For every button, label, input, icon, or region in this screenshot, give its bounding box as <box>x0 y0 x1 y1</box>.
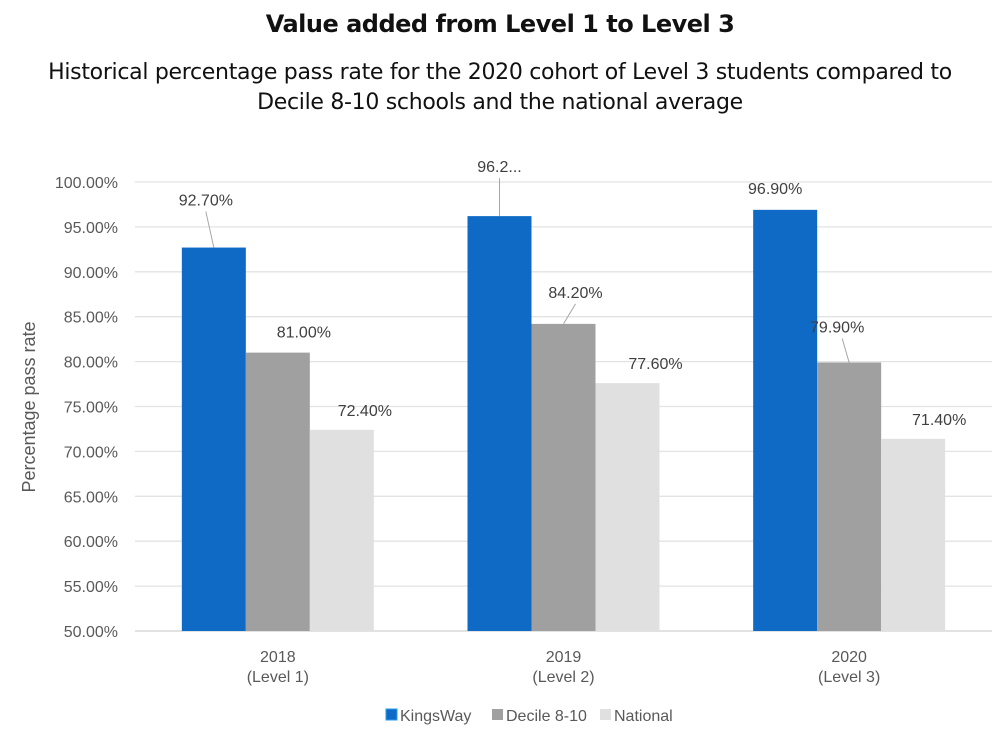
legend: KingsWay Decile 8-10 National <box>385 708 673 725</box>
x-tick-label-year: 2019 <box>546 649 582 666</box>
y-tick-label: 75.00% <box>64 400 118 417</box>
leader-lines <box>205 178 850 363</box>
legend-swatch <box>600 709 611 720</box>
x-tick-label-level: (Level 3) <box>818 669 880 686</box>
y-tick-label: 95.00% <box>64 220 118 237</box>
x-tick-label-level: (Level 2) <box>532 669 594 686</box>
chart-subtitle: Historical percentage pass rate for the … <box>20 58 980 118</box>
data-label: 77.60% <box>628 356 682 373</box>
x-tick-label-level: (Level 1) <box>247 669 309 686</box>
y-tick-label: 50.00% <box>64 624 118 641</box>
leader-line <box>841 338 850 363</box>
bar-kingsway-2018 <box>181 247 246 631</box>
legend-label: National <box>614 708 673 725</box>
y-axis-label: Percentage pass rate <box>19 321 39 492</box>
leader-line <box>205 211 215 248</box>
bar-decile-8-10-2018 <box>245 352 310 631</box>
bar-national-2020 <box>881 438 946 631</box>
y-tick-label: 90.00% <box>64 265 118 282</box>
legend-item-national: National <box>600 708 673 725</box>
y-tick-label: 80.00% <box>64 355 118 372</box>
data-label: 71.40% <box>912 412 966 429</box>
bar-decile-8-10-2020 <box>817 362 882 631</box>
data-label: 96.90% <box>748 181 802 198</box>
bar-kingsway-2019 <box>467 216 532 631</box>
chart-subtitle-line-2: Decile 8-10 schools and the national ave… <box>257 90 743 115</box>
data-label: 84.20% <box>548 285 602 302</box>
bar-national-2019 <box>595 383 660 631</box>
y-tick-label: 65.00% <box>64 489 118 506</box>
legend-swatch <box>385 708 398 721</box>
legend-label: Decile 8-10 <box>506 708 587 725</box>
y-tick-label: 70.00% <box>64 444 118 461</box>
legend-item-kingsway: KingsWay <box>385 708 471 725</box>
data-label: 96.2... <box>477 159 521 176</box>
x-axis-ticks: 2018 (Level 1) 2019 (Level 2) 2020 (Level 3) <box>247 649 881 686</box>
data-label: 79.90% <box>810 319 864 336</box>
data-label: 72.40% <box>338 403 392 420</box>
data-label: 92.70% <box>179 193 233 210</box>
data-labels: 92.70% 81.00% 72.40% 96.2... 84.20% 77.60% 96.… <box>179 159 967 429</box>
bar-national-2018 <box>309 429 374 631</box>
y-tick-label: 100.00% <box>55 175 118 192</box>
x-tick-label-year: 2020 <box>831 649 867 666</box>
data-label: 81.00% <box>277 325 331 342</box>
y-tick-label: 85.00% <box>64 310 118 327</box>
y-axis-ticks: 50.00% 55.00% 60.00% 65.00% 70.00% 75.00% 80.0… <box>55 175 118 641</box>
legend-item-decile-8-10: Decile 8-10 <box>492 708 587 725</box>
chart-subtitle-line-1: Historical percentage pass rate for the … <box>48 60 952 85</box>
leader-line <box>563 303 576 325</box>
x-tick-label-year: 2018 <box>260 649 296 666</box>
legend-swatch <box>492 709 503 720</box>
bars <box>181 209 946 631</box>
bar-kingsway-2020 <box>753 209 818 631</box>
chart-title: Value added from Level 1 to Level 3 <box>265 10 735 38</box>
legend-label: KingsWay <box>400 708 471 725</box>
y-tick-label: 55.00% <box>64 579 118 596</box>
y-tick-label: 60.00% <box>64 534 118 551</box>
bar-decile-8-10-2019 <box>531 323 596 631</box>
